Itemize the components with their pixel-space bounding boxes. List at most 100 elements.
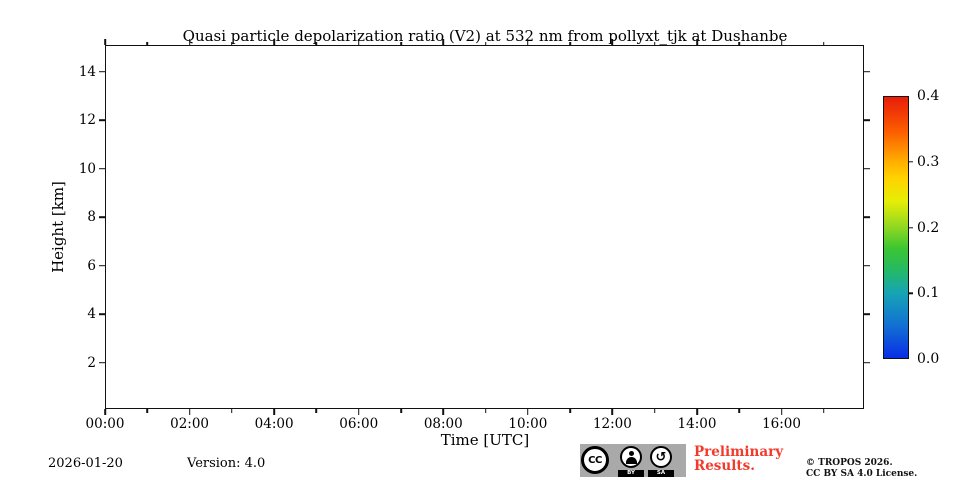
plot-area: 00:00 02:00 04:00 06:00 08:00 10:00 12:00 14:00…	[79, 39, 870, 432]
x-minor-tick	[653, 41, 656, 45]
y-major-tick	[864, 265, 870, 267]
y-major-tick	[864, 313, 870, 316]
y-axis-label: Height [km]	[49, 181, 67, 273]
cc-license-badge: CC ↺ BY SA	[580, 444, 686, 477]
x-major-tick	[188, 39, 191, 45]
cc-sa-arrow-icon: ↺	[650, 446, 672, 468]
version-label: Version: 4.0	[187, 456, 266, 471]
copyright-line2: CC BY SA 4.0 License.	[806, 468, 918, 479]
x-major-tick	[780, 39, 783, 45]
y-tick-label: 2	[87, 354, 96, 371]
person-head-icon	[628, 450, 634, 456]
x-major-tick	[611, 39, 614, 45]
x-minor-tick	[146, 41, 149, 45]
x-major-tick	[357, 39, 360, 45]
y-major-tick	[864, 167, 870, 170]
x-axis-label: Time [UTC]	[440, 431, 530, 449]
y-major-tick	[99, 362, 105, 364]
colorbar-tick	[909, 226, 913, 229]
y-tick-label: 8	[87, 209, 96, 226]
x-major-tick	[273, 409, 275, 415]
y-major-tick	[864, 70, 870, 73]
colorbar-tick-label: 0.4	[917, 88, 940, 104]
y-tick-label: 6	[87, 257, 96, 274]
x-major-tick	[188, 409, 191, 415]
x-minor-tick	[738, 409, 741, 413]
x-tick-label: 14:00	[677, 416, 717, 432]
x-minor-tick	[315, 41, 318, 45]
y-tick-label: 14	[78, 63, 96, 80]
y-major-tick	[864, 216, 870, 219]
x-major-tick	[696, 39, 698, 45]
x-major-tick	[442, 39, 445, 45]
axis-ticks-layer: 00:00 02:00 04:00 06:00 08:00 10:00 12:00 14:00…	[79, 39, 870, 432]
by-strip-label: BY	[618, 469, 644, 477]
cc-by-person-icon	[620, 446, 642, 468]
sa-strip-label: SA	[648, 469, 674, 477]
x-major-tick	[527, 39, 529, 45]
y-major-tick	[99, 119, 105, 122]
x-minor-tick	[400, 409, 402, 413]
colorbar-tick	[909, 161, 913, 163]
x-minor-tick	[738, 41, 741, 45]
x-major-tick	[357, 409, 360, 415]
x-minor-tick	[484, 409, 487, 413]
preliminary-results-note: Preliminary Results.	[694, 445, 783, 473]
y-tick-label: 12	[78, 112, 96, 129]
x-major-tick	[104, 39, 106, 45]
y-major-tick	[99, 313, 105, 316]
x-minor-tick	[484, 41, 487, 45]
x-tick-label: 04:00	[254, 416, 294, 432]
y-major-tick	[99, 167, 105, 170]
colorbar-tick-label: 0.2	[917, 219, 940, 236]
x-major-tick	[696, 409, 698, 415]
copyright-line1: © TROPOS 2026.	[806, 458, 893, 468]
y-major-tick	[99, 216, 105, 219]
chart-title: Quasi particle depolarization ratio (V2)…	[182, 27, 788, 45]
x-major-tick	[104, 409, 106, 415]
x-tick-label: 02:00	[170, 416, 210, 432]
y-tick-label: 10	[78, 160, 96, 177]
x-minor-tick	[231, 409, 233, 413]
x-tick-label: 12:00	[592, 416, 632, 432]
colorbar-ticks-layer: 0.0 0.1 0.2 0.3 0.4	[883, 88, 939, 367]
x-minor-tick	[569, 409, 571, 413]
y-major-tick	[864, 119, 870, 122]
x-major-tick	[527, 409, 529, 415]
x-tick-label: 00:00	[85, 416, 125, 432]
x-tick-label: 08:00	[423, 416, 463, 432]
y-major-tick	[99, 265, 105, 267]
x-major-tick	[611, 409, 614, 415]
colorbar-gradient	[883, 96, 909, 359]
x-minor-tick	[146, 409, 149, 413]
colorbar: 0.0 0.1 0.2 0.3 0.4	[883, 88, 939, 367]
x-minor-tick	[231, 41, 233, 45]
x-major-tick	[442, 409, 445, 415]
y-tick-label: 4	[87, 306, 96, 323]
colorbar-tick	[909, 292, 913, 294]
preliminary-line1: Preliminary	[694, 444, 784, 460]
colorbar-tick-label: 0.3	[917, 153, 940, 170]
x-minor-tick	[400, 41, 402, 45]
plot-frame	[105, 45, 864, 409]
x-minor-tick	[653, 409, 656, 413]
colorbar-tick-label: 0.0	[917, 351, 940, 367]
cc-icon-label: CC	[588, 454, 602, 466]
x-minor-tick	[315, 409, 318, 413]
y-major-tick	[864, 362, 870, 364]
x-minor-tick	[823, 409, 825, 413]
cc-icon: CC	[581, 446, 609, 474]
preliminary-line2: Results.	[694, 458, 755, 474]
x-minor-tick	[823, 41, 825, 45]
y-major-tick	[99, 70, 105, 73]
colorbar-tick-label: 0.1	[917, 285, 940, 302]
copyright-note: © TROPOS 2026. CC BY SA 4.0 License.	[806, 458, 917, 479]
x-tick-label: 16:00	[762, 416, 801, 432]
x-major-tick	[780, 409, 783, 415]
x-major-tick	[273, 39, 275, 45]
x-minor-tick	[569, 41, 571, 45]
measurement-date: 2026-01-20	[48, 456, 123, 471]
person-body-icon	[625, 456, 637, 464]
x-tick-label: 10:00	[508, 416, 548, 432]
